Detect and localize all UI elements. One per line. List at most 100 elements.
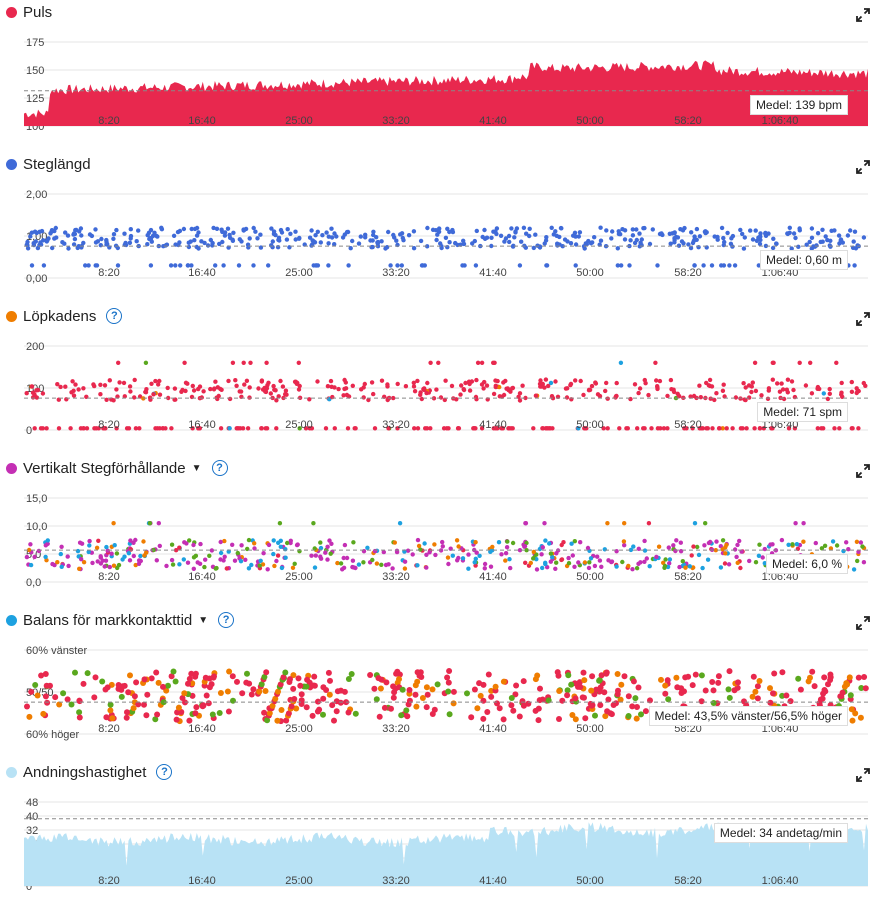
data-point [726,694,733,701]
data-point [73,382,78,387]
expand-icon[interactable] [856,160,870,174]
data-point [720,388,726,393]
data-point [179,695,186,701]
data-point [148,263,154,268]
data-point [99,236,104,242]
data-point [620,227,625,232]
data-point [589,673,596,680]
data-point [587,560,592,565]
data-point [246,566,252,571]
data-point [98,382,103,387]
data-point [758,231,763,236]
caret-down-icon[interactable]: ▼ [198,614,209,626]
data-point [625,713,632,719]
data-point [546,383,551,389]
data-point [175,704,182,711]
data-point [568,241,574,246]
data-point [615,246,620,251]
data-point [258,232,263,237]
help-icon[interactable]: ? [156,764,173,780]
help-icon[interactable]: ? [211,460,228,476]
data-point [290,685,297,692]
data-point [642,426,647,431]
data-point [642,548,648,553]
data-point [311,239,317,244]
data-point [122,394,128,399]
data-point [261,674,268,680]
data-point [756,263,761,268]
data-point [328,378,334,384]
expand-icon[interactable] [856,8,870,22]
data-point [71,232,76,237]
data-point [400,235,405,241]
y-tick-label: 0 [26,881,32,893]
data-point [343,380,348,385]
data-point [852,263,857,268]
data-point [83,263,88,268]
data-point [523,521,529,526]
data-point [201,389,206,394]
data-point [190,426,195,431]
data-point [474,705,481,712]
help-icon[interactable]: ? [106,308,123,324]
data-point [391,395,396,401]
data-point [314,708,321,715]
data-point [473,556,478,561]
data-point [595,554,600,559]
data-point [839,380,844,386]
data-point [263,426,268,431]
data-point [856,549,861,554]
data-point [727,263,732,268]
data-point [152,230,157,235]
data-point [262,688,269,694]
x-tick-label: 58:20 [674,875,702,887]
data-point [132,377,137,383]
data-point [92,383,97,389]
data-point [179,389,184,394]
data-point [423,426,428,431]
data-point [187,538,192,543]
data-point [293,705,300,712]
data-point [178,263,183,268]
data-point [239,543,244,548]
data-point [181,690,188,697]
data-point [388,705,394,712]
data-point [455,558,460,563]
data-point [576,234,581,239]
data-point [59,564,64,569]
data-point [577,684,584,690]
data-point [473,263,479,268]
expand-icon[interactable] [856,464,870,478]
help-icon[interactable]: ? [218,612,235,628]
x-tick-label: 1:06:40 [762,875,799,887]
data-point [386,229,391,235]
data-point [402,559,408,564]
data-point [410,552,415,557]
expand-icon[interactable] [856,616,870,630]
data-point [712,397,717,403]
data-point [31,241,36,246]
data-point [603,388,608,394]
data-point [394,548,400,553]
data-point [829,228,834,233]
data-point [325,384,331,389]
data-point [371,391,376,397]
expand-icon[interactable] [856,312,870,326]
data-point [71,393,77,398]
data-point [482,561,488,567]
data-point [725,686,732,693]
data-point [756,678,763,684]
data-point [639,237,644,242]
expand-icon[interactable] [856,768,870,782]
data-point [724,426,729,431]
data-point [115,245,121,251]
data-point [329,541,334,546]
data-point [412,691,419,698]
data-point [608,711,615,718]
caret-down-icon[interactable]: ▼ [191,462,202,474]
data-point [173,263,178,268]
data-point [689,553,694,558]
data-point [32,554,37,560]
